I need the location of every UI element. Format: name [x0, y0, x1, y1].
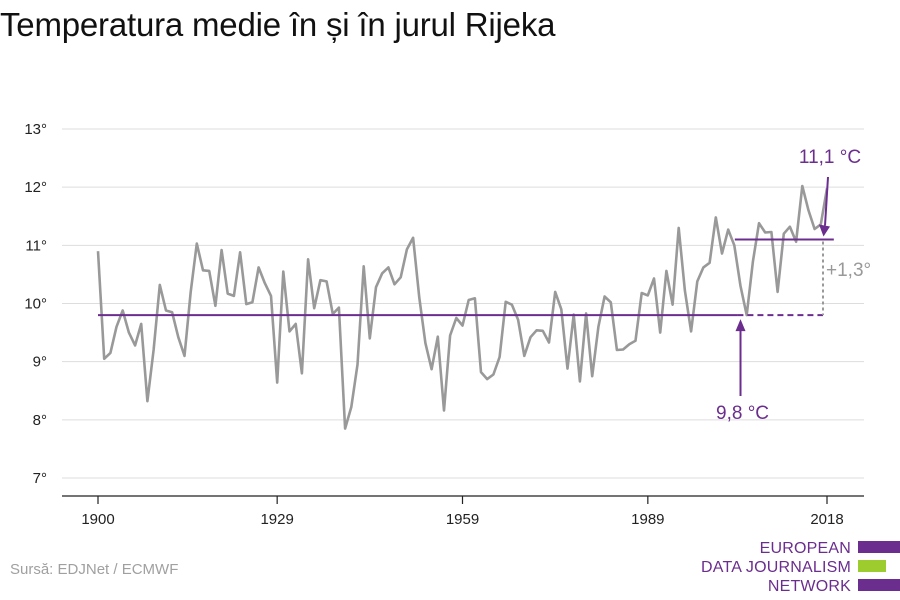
logo-line-1: EUROPEAN: [759, 540, 851, 557]
y-tick-label: 10°: [24, 296, 47, 313]
y-tick-label: 12°: [24, 179, 47, 196]
baseline-arrow-head: [735, 319, 746, 332]
x-tick-label: 2018: [810, 511, 843, 528]
y-tick-label: 11°: [25, 237, 47, 254]
logo-bar-purple-top: [858, 541, 900, 553]
recent-label: 11,1 °C: [799, 147, 861, 168]
source-note: Sursă: EDJNet / ECMWF: [10, 561, 179, 578]
recent-arrow-head: [819, 224, 830, 237]
x-axis: 1900 1929 1959 1989 2018: [62, 495, 864, 528]
chart-title: Temperatura medie în și în jurul Rijeka: [0, 6, 556, 43]
y-tick-label: 9°: [33, 354, 47, 371]
y-tick-label: 8°: [33, 412, 47, 429]
annotations-layer: +1,3° 9,8 °C 11,1 °C: [98, 147, 871, 424]
y-axis-labels: 7° 8° 9° 10° 11° 12° 13°: [24, 121, 47, 487]
x-tick-label: 1929: [260, 511, 293, 528]
difference-label: +1,3°: [826, 260, 871, 281]
x-tick-label: 1989: [631, 511, 664, 528]
x-tick-label: 1900: [81, 511, 114, 528]
x-tick-label: 1959: [446, 511, 479, 528]
temperature-line: [96, 184, 829, 430]
recent-arrow-shaft: [824, 176, 829, 226]
edjnet-logo: EUROPEAN DATA JOURNALISM NETWORK: [700, 536, 900, 598]
y-tick-label: 13°: [24, 121, 47, 138]
baseline-label: 9,8 °C: [716, 403, 769, 424]
logo-line-2: DATA JOURNALISM: [701, 559, 851, 576]
logo-line-3: NETWORK: [767, 578, 851, 595]
logo-bar-green: [858, 560, 886, 572]
logo-text: EUROPEAN DATA JOURNALISM NETWORK: [701, 539, 851, 596]
y-tick-label: 7°: [33, 470, 47, 487]
series-layer: [96, 184, 829, 430]
gridlines: [62, 128, 864, 479]
logo-bar-purple-bottom: [858, 579, 900, 591]
